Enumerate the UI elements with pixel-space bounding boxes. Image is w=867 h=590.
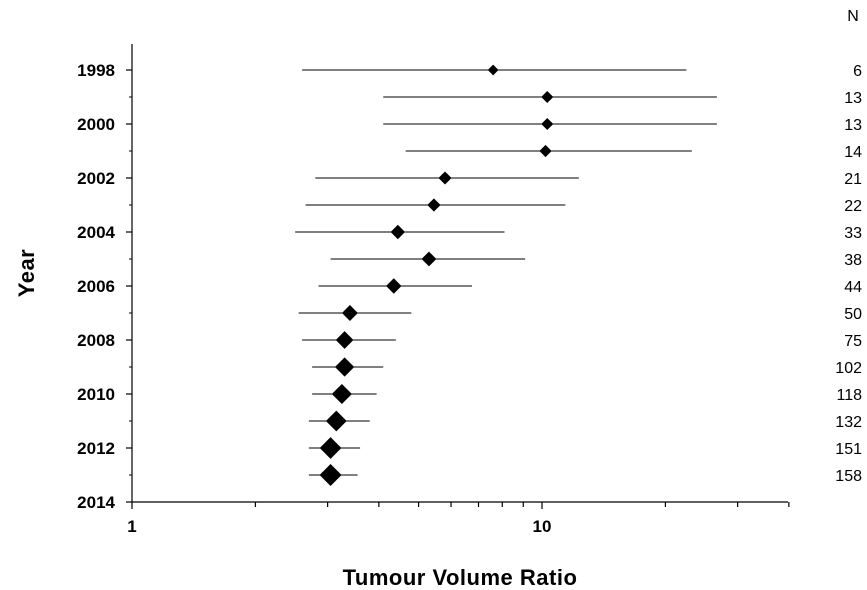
x-tick-label-1: 1 [127,517,136,536]
estimate-marker-2003 [427,198,441,212]
y-tick-label-2000: 2000 [77,115,115,134]
n-label-2004: 33 [844,225,862,242]
x-tick-label-10: 10 [533,517,552,536]
estimate-marker-2011 [325,410,347,432]
n-label-2002: 21 [844,171,862,188]
n-label-2001: 14 [844,144,862,161]
n-label-2003: 22 [844,198,862,215]
n-label-1998: 6 [853,63,862,80]
estimate-marker-1999 [541,90,554,104]
x-tick-labels: 1 10 [127,517,551,536]
y-tick-label-2014: 2014 [77,493,115,512]
y-axis-title: Year [14,249,39,298]
n-column-header: N [847,8,859,25]
estimate-marker-2002 [438,171,452,185]
confidence-intervals [295,69,717,476]
point-estimates [319,64,554,486]
estimate-marker-2007 [341,305,358,321]
estimate-marker-2001 [539,144,552,158]
estimate-marker-1998 [487,64,499,76]
y-tick-label-2008: 2008 [77,331,115,350]
estimate-marker-2000 [541,117,554,131]
y-tick-label-2006: 2006 [77,277,115,296]
x-axis-title: Tumour Volume Ratio [343,565,578,590]
axes [131,44,788,503]
n-label-2011: 132 [835,414,862,431]
n-label-2005: 38 [844,252,862,269]
n-label-2010: 118 [836,387,862,404]
estimate-marker-2013 [319,464,342,486]
estimate-marker-2012 [319,437,342,459]
n-label-2008: 75 [844,333,862,350]
n-label-2009: 102 [835,360,862,377]
n-label-2013: 158 [835,468,862,485]
estimate-marker-2004 [390,224,406,240]
n-label-1999: 13 [844,90,862,107]
estimate-marker-2010 [331,383,352,405]
n-label-2000: 13 [844,117,862,134]
estimate-marker-2008 [335,331,354,349]
estimate-marker-2006 [386,278,402,294]
y-tick-label-2012: 2012 [77,439,115,458]
n-label-2012: 151 [835,441,862,458]
estimate-marker-2005 [421,251,437,267]
estimate-marker-2009 [334,357,355,377]
y-tick-label-2010: 2010 [77,385,115,404]
y-tick-label-2004: 2004 [77,223,115,242]
n-label-2007: 50 [844,306,862,323]
n-label-2006: 44 [844,279,862,296]
y-tick-label-2002: 2002 [77,169,115,188]
y-tick-labels: 1998 2000 2002 2004 2006 2008 2010 2012 2014 [77,61,115,512]
y-tick-label-1998: 1998 [77,61,115,80]
n-labels: 6 13 13 14 21 22 33 38 44 50 75 102 118 132 151 158 [835,63,862,485]
y-major-ticks [126,69,132,503]
x-ticks [131,502,790,509]
